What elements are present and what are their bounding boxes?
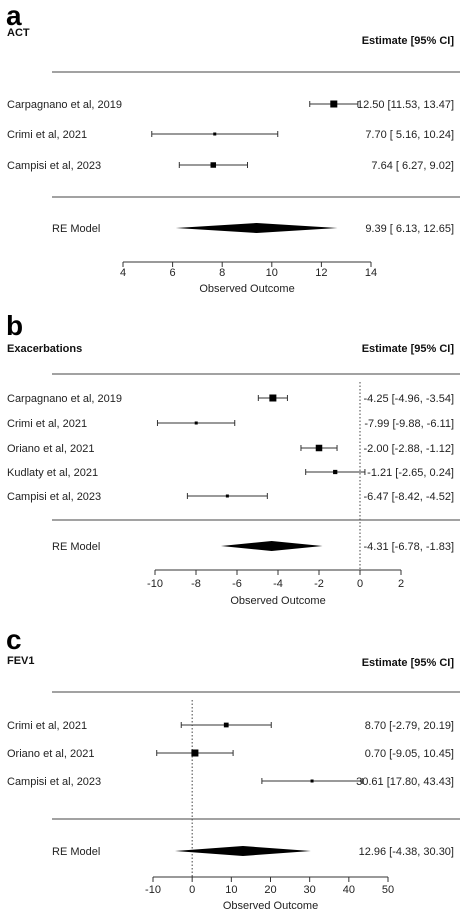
panel-a: a ACT Estimate [95% CI] Carpagnano et al, … (0, 0, 474, 300)
study-label: Kudlaty et al, 2021 (7, 467, 98, 479)
x-tick-label: 50 (382, 884, 394, 896)
panel-b: b Exacerbations Estimate [95% CI] Carpagna… (0, 306, 474, 618)
summary-estimate-ci: -4.31 [-6.78, -1.83] (364, 541, 455, 553)
x-tick-label: 12 (315, 267, 327, 279)
x-tick-label: 4 (120, 267, 126, 279)
study-label: Carpagnano et al, 2019 (7, 393, 122, 405)
x-tick-label: -6 (232, 578, 242, 590)
study-estimate-ci: -6.47 [-8.42, -4.52] (364, 491, 455, 503)
panel-c: c FEV1 Estimate [95% CI] Crimi et al, 2021… (0, 620, 474, 916)
x-tick-label: -2 (314, 578, 324, 590)
study-label: Oriano et al, 2021 (7, 443, 94, 455)
x-tick-label: -10 (147, 578, 163, 590)
point-estimate (191, 749, 199, 757)
summary-estimate-ci: 9.39 [ 6.13, 12.65] (365, 223, 454, 235)
x-tick-label: 10 (266, 267, 278, 279)
x-tick-label: 10 (225, 884, 237, 896)
x-tick-label: -4 (273, 578, 283, 590)
study-estimate-ci: -7.99 [-9.88, -6.11] (364, 418, 454, 430)
study-label: Crimi et al, 2021 (7, 720, 87, 732)
outcome-title: FEV1 (7, 655, 35, 667)
summary-diamond (175, 223, 338, 233)
study-estimate-ci: 0.70 [-9.05, 10.45] (365, 748, 454, 760)
study-estimate-ci: 7.64 [ 6.27, 9.02] (371, 160, 454, 172)
estimate-header: Estimate [95% CI] (362, 657, 455, 669)
x-tick-label: 6 (170, 267, 176, 279)
study-label: Carpagnano et al, 2019 (7, 99, 122, 111)
study-estimate-ci: 7.70 [ 5.16, 10.24] (365, 129, 454, 141)
summary-diamond (221, 541, 323, 551)
study-estimate-ci: 12.50 [11.53, 13.47] (357, 99, 454, 111)
summary-estimate-ci: 12.96 [-4.38, 30.30] (359, 846, 454, 858)
panel-letter: a (6, 0, 22, 31)
study-label: Campisi et al, 2023 (7, 160, 101, 172)
summary-label: RE Model (52, 846, 100, 858)
x-tick-label: 2 (398, 578, 404, 590)
point-estimate (310, 779, 314, 783)
summary-label: RE Model (52, 223, 100, 235)
study-estimate-ci: -2.00 [-2.88, -1.12] (364, 443, 455, 455)
x-tick-label: 0 (357, 578, 363, 590)
forest-plot-exacerbations: Exacerbations Estimate [95% CI] Carpagnano… (7, 343, 460, 607)
study-label: Crimi et al, 2021 (7, 418, 87, 430)
summary-label: RE Model (52, 541, 100, 553)
point-estimate (213, 132, 217, 136)
x-tick-label: 0 (189, 884, 195, 896)
x-tick-label: 14 (365, 267, 377, 279)
point-estimate (225, 494, 229, 498)
forest-plot-act: ACT Estimate [95% CI] Carpagnano et al, 20… (7, 27, 460, 295)
x-tick-label: -8 (191, 578, 201, 590)
x-tick-label: 40 (343, 884, 355, 896)
x-tick-label: 8 (219, 267, 225, 279)
estimate-header: Estimate [95% CI] (362, 343, 455, 355)
x-axis-label: Observed Outcome (199, 283, 294, 295)
point-estimate (223, 722, 229, 728)
study-label: Crimi et al, 2021 (7, 129, 87, 141)
x-axis-label: Observed Outcome (223, 900, 318, 912)
study-estimate-ci: -4.25 [-4.96, -3.54] (364, 393, 455, 405)
forest-plot-fev1: FEV1 Estimate [95% CI] Crimi et al, 2021 8.… (7, 655, 460, 912)
x-tick-label: -10 (145, 884, 161, 896)
study-estimate-ci: 30.61 [17.80, 43.43] (356, 776, 454, 788)
outcome-title: ACT (7, 27, 30, 39)
point-estimate (194, 421, 198, 425)
point-estimate (210, 162, 217, 168)
x-tick-label: 30 (304, 884, 316, 896)
study-estimate-ci: 8.70 [-2.79, 20.19] (365, 720, 454, 732)
panel-letter: b (6, 310, 24, 341)
study-label: Campisi et al, 2023 (7, 776, 101, 788)
point-estimate (315, 444, 323, 452)
study-label: Campisi et al, 2023 (7, 491, 101, 503)
estimate-header: Estimate [95% CI] (362, 35, 455, 47)
outcome-title: Exacerbations (7, 343, 82, 355)
panel-letter: c (6, 624, 22, 655)
point-estimate (269, 394, 277, 402)
point-estimate (333, 469, 338, 475)
x-axis-label: Observed Outcome (230, 595, 325, 607)
study-label: Oriano et al, 2021 (7, 748, 94, 760)
x-tick-label: 20 (264, 884, 276, 896)
study-estimate-ci: -1.21 [-2.65, 0.24] (367, 467, 454, 479)
point-estimate (330, 100, 338, 108)
summary-diamond (175, 846, 311, 856)
